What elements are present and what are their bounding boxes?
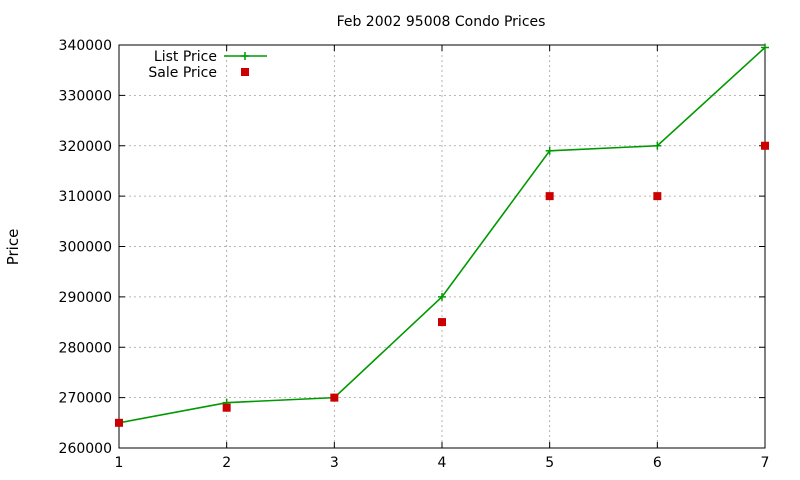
y-tick-label: 290000 (59, 290, 112, 306)
y-tick-label: 270000 (59, 391, 112, 407)
y-tick-label: 300000 (59, 240, 112, 256)
y-tick-label: 340000 (59, 38, 112, 54)
y-tick-label: 260000 (59, 441, 112, 457)
data-point (222, 403, 231, 412)
series-group (115, 43, 769, 427)
data-point (545, 146, 554, 155)
y-tick-label: 320000 (59, 139, 112, 155)
data-point (330, 393, 339, 402)
data-point (653, 141, 662, 150)
data-point (438, 318, 446, 327)
data-point (653, 192, 662, 201)
legend-marker (241, 52, 249, 60)
y-axis: 260000 270000 280000 290000 300000 310000 3200… (59, 38, 765, 457)
x-tick-label: 5 (545, 455, 554, 471)
chart-title: Feb 2002 95008 Condo Prices (337, 14, 546, 30)
data-point (761, 141, 769, 150)
x-tick-label: 1 (115, 455, 124, 471)
series-1 (115, 141, 769, 427)
data-point (545, 192, 554, 201)
legend-marker (241, 68, 249, 76)
grid (119, 45, 765, 448)
x-tick-label: 7 (761, 455, 770, 471)
x-tick-label: 4 (438, 455, 447, 471)
x-tick-label: 2 (222, 455, 231, 471)
y-tick-label: 330000 (59, 88, 112, 104)
y-axis-label: Price (4, 229, 22, 266)
x-axis: 1 2 3 4 5 6 7 (115, 45, 770, 471)
y-tick-label: 280000 (59, 340, 112, 356)
data-point (438, 292, 446, 301)
legend-label: Sale Price (148, 65, 217, 81)
data-point (115, 418, 123, 427)
x-tick-label: 6 (653, 455, 662, 471)
data-point (761, 43, 769, 52)
y-tick-label: 310000 (59, 189, 112, 205)
legend-label: List Price (154, 49, 217, 65)
x-tick-label: 3 (330, 455, 339, 471)
